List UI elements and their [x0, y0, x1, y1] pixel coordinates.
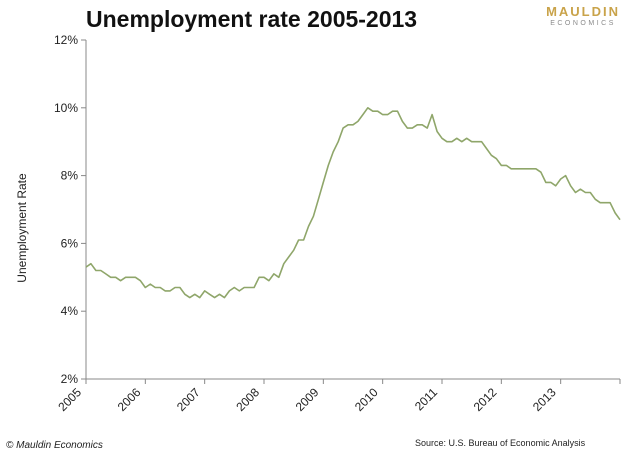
x-tick-label: 2013 [530, 385, 559, 414]
chart-axes [85, 40, 620, 380]
x-tick-label: 2007 [174, 385, 203, 414]
x-axis-ticks: 2005 2006 2007 2008 2009 2010 2011 2012 2013 [55, 379, 621, 414]
y-tick-label: 4% [61, 304, 79, 318]
chart-title: Unemployment rate 2005-2013 [86, 6, 418, 32]
series-group [85, 107, 621, 299]
y-tick-label: 10% [54, 101, 78, 115]
unemployment-rate-line [85, 107, 621, 299]
y-tick-label: 8% [61, 169, 79, 183]
x-tick-label: 2008 [233, 385, 262, 414]
y-axis-label: Unemployment Rate [15, 173, 29, 283]
x-tick-label: 2006 [115, 385, 144, 414]
x-tick-label: 2012 [471, 385, 500, 414]
x-tick-label: 2010 [352, 385, 381, 414]
x-tick-label: 2011 [412, 385, 440, 413]
copyright-notice: © Mauldin Economics [6, 440, 103, 451]
x-tick-label: 2009 [293, 385, 322, 414]
x-tick-label: 2005 [55, 385, 84, 414]
y-tick-label: 2% [61, 372, 79, 386]
source-note: Source: U.S. Bureau of Economic Analysis [415, 438, 586, 448]
logo-wordmark: MAULDIN [546, 4, 620, 19]
logo-subtitle: ECONOMICS [550, 20, 616, 27]
y-axis-ticks: 2% 4% 6% 8% 10% 12% [54, 33, 86, 386]
y-tick-label: 12% [54, 33, 78, 47]
y-tick-label: 6% [61, 236, 79, 250]
mauldin-logo: MAULDIN ECONOMICS [546, 5, 620, 28]
